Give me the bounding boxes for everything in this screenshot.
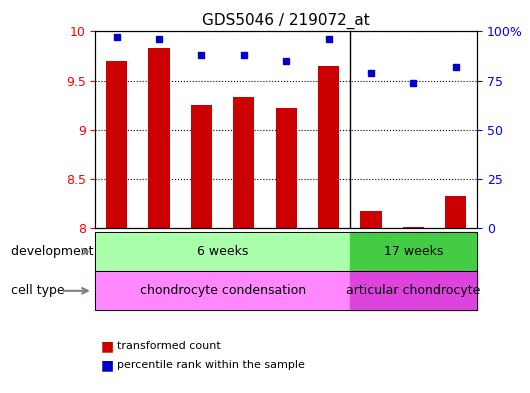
Text: 17 weeks: 17 weeks bbox=[384, 245, 443, 258]
Text: ■: ■ bbox=[101, 358, 114, 373]
Bar bbox=[445, 196, 466, 228]
Text: development stage: development stage bbox=[11, 245, 132, 258]
Bar bbox=[403, 227, 424, 228]
Title: GDS5046 / 219072_at: GDS5046 / 219072_at bbox=[202, 13, 370, 29]
Bar bbox=[233, 97, 254, 228]
Bar bbox=[276, 108, 297, 228]
Text: cell type: cell type bbox=[11, 284, 64, 298]
Text: chondrocyte condensation: chondrocyte condensation bbox=[139, 284, 306, 298]
Text: 6 weeks: 6 weeks bbox=[197, 245, 248, 258]
Text: ■: ■ bbox=[101, 339, 114, 353]
Bar bbox=[360, 211, 382, 228]
Bar bbox=[191, 105, 212, 228]
Text: transformed count: transformed count bbox=[117, 341, 220, 351]
Bar bbox=[106, 61, 127, 228]
Bar bbox=[318, 66, 339, 228]
Bar bbox=[148, 48, 170, 228]
Text: articular chondrocyte: articular chondrocyte bbox=[346, 284, 481, 298]
Text: percentile rank within the sample: percentile rank within the sample bbox=[117, 360, 304, 371]
